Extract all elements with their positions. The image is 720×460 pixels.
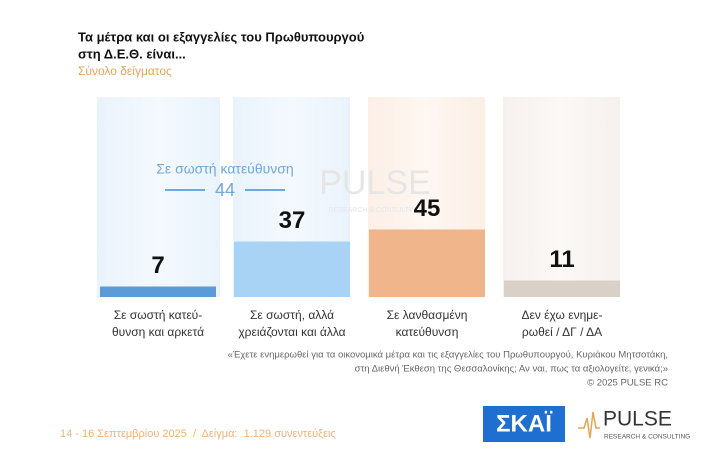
x-tick-label: Σε σωστή κατεύ- — [114, 308, 202, 322]
pillar — [97, 97, 220, 297]
chart-title: Τα μέτρα και οι εξαγγελίες του Πρωθυπουρ… — [78, 29, 365, 44]
annotation-label: Σε σωστή κατεύθυνση — [156, 161, 293, 177]
x-tick-label: Σε λανθασμένη — [387, 308, 468, 322]
annotation-value: 44 — [215, 180, 235, 200]
value-label: 37 — [279, 207, 306, 234]
skai-logo-text: ΣΚΑΪ — [496, 410, 553, 437]
x-tick-label: χρειάζονται και άλλα — [238, 325, 345, 339]
copyright: © 2025 PULSE RC — [587, 378, 668, 389]
x-tick-label: θυνση και αρκετά — [112, 325, 204, 339]
value-label: 45 — [414, 195, 441, 222]
watermark-sub: RESEARCH & CONSULTING — [329, 207, 422, 214]
pulse-logo-sub: RESEARCH & CONSULTING — [604, 434, 690, 441]
x-tick-label: Δεν έχω ενημε- — [521, 308, 602, 322]
watermark: PULSE — [319, 164, 431, 202]
bar — [369, 229, 485, 297]
bar — [100, 286, 216, 297]
x-tick-label: Σε σωστή, αλλά — [250, 308, 334, 322]
chart-title: στη Δ.Ε.Θ. είναι... — [78, 46, 186, 61]
skai-logo — [483, 406, 565, 442]
x-tick-label: ρωθεί / ΔΓ / ΔΑ — [522, 325, 602, 339]
chart-subtitle: Σύνολο δείγματος — [78, 64, 172, 78]
pulse-icon — [578, 411, 600, 439]
pillar — [503, 97, 620, 297]
question: «Έχετε ενημερωθεί για τα οικονομικά μέτρ… — [228, 350, 668, 361]
value-label: 7 — [151, 252, 164, 279]
pulse-logo: PULSE — [603, 408, 672, 431]
bar — [234, 241, 350, 297]
question: στη Διεθνή Έκθεση της Θεσσαλονίκης; Αν ν… — [355, 364, 668, 375]
footer: 14 - 16 Σεπτεμβρίου 2025 / Δείγμα: 1.129… — [60, 428, 336, 440]
bar — [504, 280, 620, 297]
x-tick-label: κατεύθυνση — [396, 325, 459, 339]
value-label: 11 — [549, 246, 574, 273]
